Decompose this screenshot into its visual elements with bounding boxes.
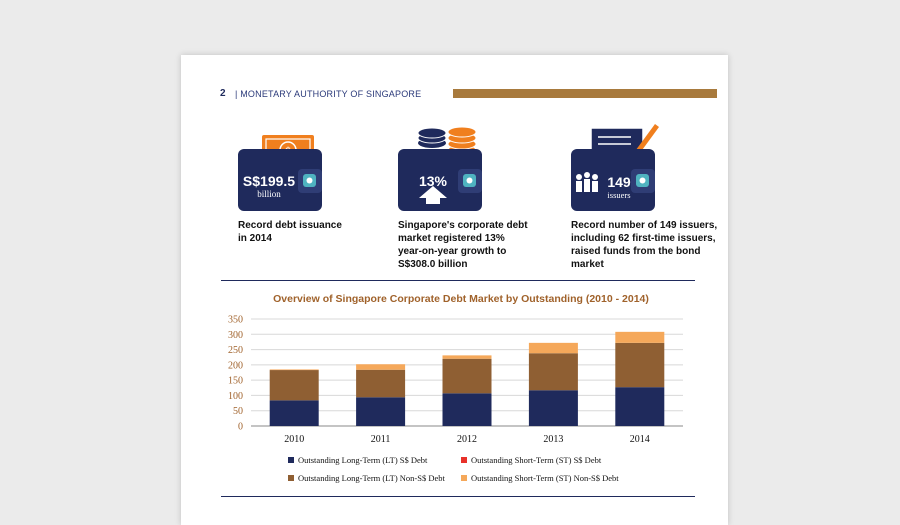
y-tick-label: 300 (228, 330, 243, 341)
y-tick-label: 100 (228, 391, 243, 402)
chart-title: Overview of Singapore Corporate Debt Mar… (273, 293, 649, 305)
y-tick-label: 200 (228, 360, 243, 371)
x-tick-label: 2013 (543, 434, 563, 445)
bar-segment-2013-s2 (528, 353, 578, 391)
legend-item-lt-non-sgd: Outstanding Long-Term (LT) Non-S$ Debt (288, 473, 445, 483)
legend-item-st-non-sgd: Outstanding Short-Term (ST) Non-S$ Debt (461, 473, 619, 483)
bar-segment-2013-s3 (528, 342, 578, 354)
bar-segment-2010-s3 (269, 369, 319, 371)
y-tick-label: 150 (228, 376, 243, 387)
organization-name: | MONETARY AUTHORITY OF SINGAPORE (235, 89, 422, 99)
bar-segment-2014-s2 (615, 342, 665, 388)
x-tick-label: 2010 (284, 434, 304, 445)
legend-item-st-sgd: Outstanding Short-Term (ST) S$ Debt (461, 455, 601, 465)
section-divider (221, 280, 695, 281)
coins-wallet-icon (398, 126, 482, 211)
y-tick-label: 0 (238, 422, 243, 433)
bar-segment-2010-s0 (269, 400, 319, 426)
issuers-wallet-icon (571, 124, 659, 211)
bar-segment-2011-s2 (356, 369, 406, 398)
bar-segment-2011-s0 (356, 397, 406, 426)
debt-issuance-unit: billion (257, 189, 281, 199)
money-wallet-icon: $ (238, 135, 322, 211)
x-tick-label: 2012 (457, 434, 477, 445)
section-divider-bottom (221, 496, 695, 497)
highlight-2-caption: Singapore's corporate debt market regist… (398, 220, 528, 270)
x-tick-label: 2014 (630, 434, 650, 445)
legend-swatch-st-sgd (461, 457, 467, 463)
bar-segment-2011-s3 (356, 364, 406, 370)
legend-item-lt-sgd: Outstanding Long-Term (LT) S$ Debt (288, 455, 427, 465)
bar-segment-2012-s2 (442, 358, 492, 394)
y-tick-label: 350 (228, 315, 243, 326)
debt-issuance-value: S$199.5 (242, 173, 296, 189)
highlight-3-caption: Record number of 149 issuers, including … (571, 220, 718, 270)
issuers-unit: issuers (607, 190, 631, 200)
page-number: 2 (220, 88, 226, 99)
header-bar (453, 89, 717, 98)
y-tick-label: 250 (228, 345, 243, 356)
bar-segment-2014-s3 (615, 331, 665, 343)
legend-swatch-lt-non-sgd (288, 475, 294, 481)
y-tick-label: 50 (233, 406, 243, 417)
bar-segment-2013-s0 (528, 390, 578, 426)
bar-segment-2010-s2 (269, 370, 319, 401)
stacked-bar-chart: 0 50 100 150 200 250 300 350 2010 2011 2012 2013 201… (228, 315, 683, 445)
bar-segment-2012-s3 (442, 355, 492, 359)
bar-segment-2014-s0 (615, 387, 665, 426)
growth-value: 13% (418, 173, 448, 189)
issuers-value: 149 (607, 174, 631, 190)
legend-swatch-lt-sgd (288, 457, 294, 463)
document-page: 2 | MONETARY AUTHORITY OF SINGAPORE $ S$… (181, 55, 728, 525)
x-tick-label: 2011 (371, 434, 391, 445)
bar-segment-2012-s0 (442, 393, 492, 426)
legend-swatch-st-non-sgd (461, 475, 467, 481)
highlight-1-caption: Record debt issuance in 2014 (238, 220, 342, 244)
